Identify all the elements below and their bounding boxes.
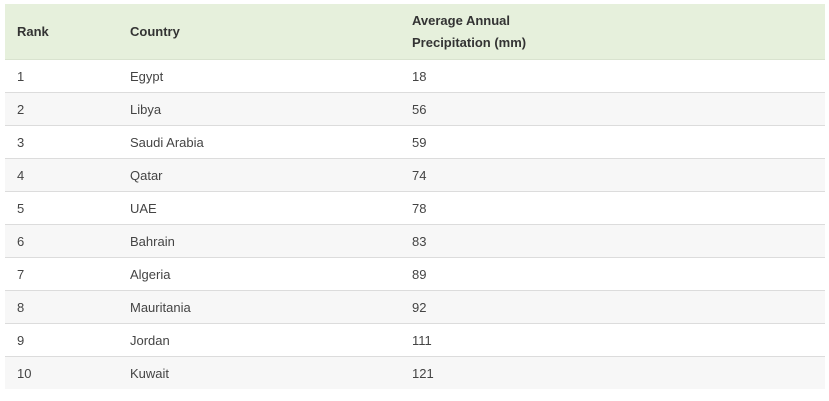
cell-country: Qatar	[118, 158, 400, 192]
cell-precipitation: 74	[400, 158, 825, 192]
table-row: 4 Qatar 74	[5, 158, 825, 192]
table-row: 1 Egypt 18	[5, 59, 825, 93]
header-precipitation-line2: Precipitation (mm)	[412, 34, 527, 50]
table-row: 10 Kuwait 121	[5, 356, 825, 389]
cell-precipitation: 121	[412, 365, 434, 381]
header-precipitation: Average Annual Precipitation (mm)	[400, 4, 825, 60]
header-row: Rank Country Average Annual Precipitatio…	[5, 4, 825, 60]
cell-rank: 6	[5, 224, 118, 258]
cell-precipitation: 92	[400, 290, 825, 324]
cell-rank: 3	[5, 125, 118, 159]
cell-precipitation: 18	[400, 59, 825, 93]
cell-country: Saudi Arabia	[118, 125, 400, 159]
cell-precipitation: 111	[400, 323, 825, 357]
cell-rank: 2	[5, 92, 118, 126]
header-country: Country	[118, 4, 400, 60]
table-row: 5 UAE 78	[5, 191, 825, 225]
table-row: 2 Libya 56	[5, 92, 825, 126]
table-row: 8 Mauritania 92	[5, 290, 825, 324]
cell-precipitation: 83	[400, 224, 825, 258]
header-rank: Rank	[5, 4, 118, 60]
header-country-label: Country	[130, 23, 180, 39]
cell-country: Kuwait	[130, 365, 170, 381]
cell-rank: 10	[17, 365, 32, 381]
precipitation-table-container: Rank Country Average Annual Precipitatio…	[5, 4, 825, 389]
cell-rank: 9	[5, 323, 118, 357]
table-row: 6 Bahrain 83	[5, 224, 825, 258]
table-row: 9 Jordan 111	[5, 323, 825, 357]
table-body: 1 Egypt 18 2 Libya 56 3 Saudi Arabia 5 9 …	[5, 59, 825, 389]
cell-country: Bahrain	[118, 224, 400, 258]
cell-country: Mauritania	[118, 290, 400, 324]
cell-country: Libya	[118, 92, 400, 126]
cell-rank: 8	[5, 290, 118, 324]
cell-precipitation: 89	[400, 257, 825, 291]
table-row: 7 Algeria 89	[5, 257, 825, 291]
precipitation-table: Rank Country Average Annual Precipitatio…	[5, 4, 825, 389]
cell-country: Algeria	[118, 257, 400, 291]
cell-country: UAE	[118, 191, 400, 225]
table-header: Rank Country Average Annual Precipitatio…	[5, 4, 825, 60]
cell-rank: 4	[5, 158, 118, 192]
cell-precipitation: 59	[400, 125, 825, 159]
table-row: 3 Saudi Arabia 59	[5, 125, 825, 159]
cell-rank: 7	[5, 257, 118, 291]
cell-precipitation: 56	[400, 92, 825, 126]
header-rank-label: Rank	[17, 23, 49, 39]
cell-rank: 5	[5, 191, 118, 225]
cell-precipitation: 78	[400, 191, 825, 225]
cell-rank: 1	[5, 59, 118, 93]
cell-country: Egypt	[118, 59, 400, 93]
header-precipitation-line1: Average Annual	[412, 12, 511, 28]
cell-country: Jordan	[118, 323, 400, 357]
